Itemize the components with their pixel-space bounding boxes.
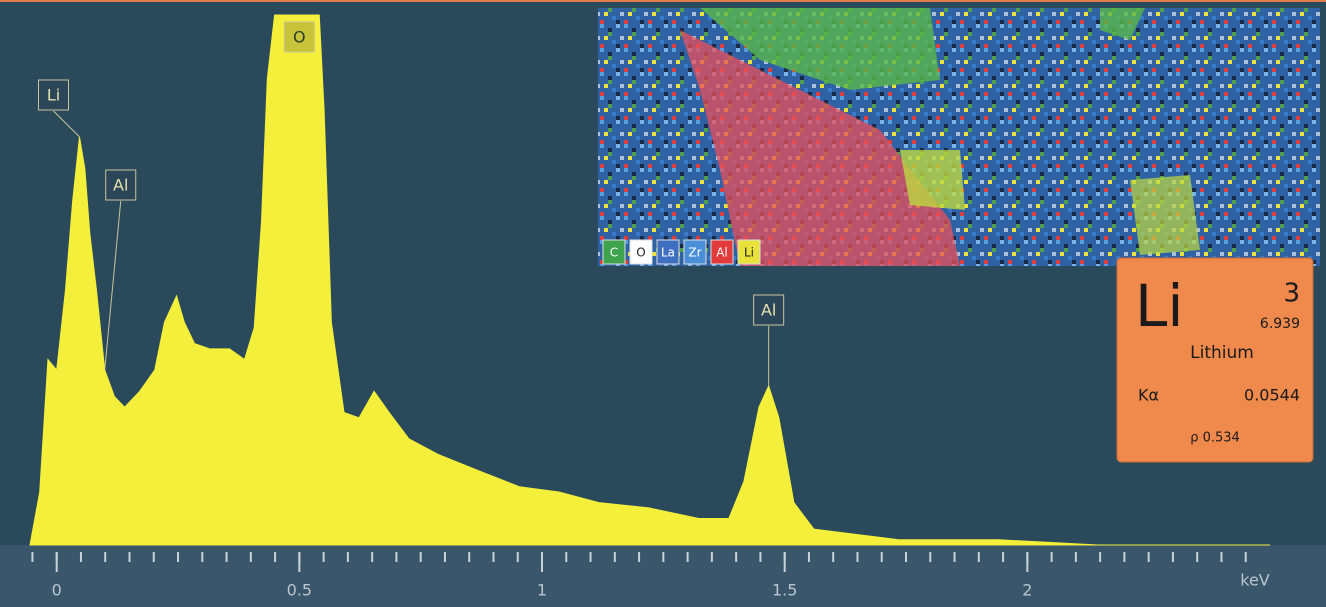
- annotation-label: Li: [47, 86, 60, 105]
- element-card: Li 3 6.939 Lithium Kα 0.0544 ρ 0.534: [1117, 258, 1313, 462]
- map-region: [1130, 175, 1200, 255]
- card-energy: 0.0544: [1244, 386, 1300, 405]
- map-region: [900, 150, 965, 210]
- x-tick-label: 1.5: [772, 581, 797, 600]
- card-name: Lithium: [1190, 343, 1254, 363]
- x-tick-label: 1: [537, 581, 547, 600]
- chart: C O La Zr Al Li Li 3 6.939 Lithium Kα 0.0544 …: [0, 0, 1326, 607]
- annotation-label: Al: [113, 176, 128, 195]
- legend-label: Li: [744, 246, 754, 260]
- annotation-label: Al: [761, 301, 776, 320]
- card-symbol: Li: [1135, 272, 1183, 340]
- x-tick-label: 2: [1022, 581, 1032, 600]
- card-line: Kα: [1138, 386, 1159, 405]
- legend-label: Zr: [688, 246, 701, 260]
- legend-label: O: [636, 246, 645, 260]
- card-mass: 6.939: [1260, 316, 1300, 332]
- card-density: ρ 0.534: [1190, 431, 1240, 446]
- annotation-label: O: [293, 28, 306, 47]
- legend-label: La: [661, 246, 675, 260]
- element-map: [598, 8, 1320, 266]
- x-tick-label: 0.5: [287, 581, 312, 600]
- legend-label: Al: [716, 246, 728, 260]
- card-number: 3: [1283, 279, 1300, 309]
- x-axis-label: keV: [1240, 571, 1270, 590]
- legend-label: C: [610, 246, 618, 260]
- x-tick-label: 0: [52, 581, 62, 600]
- page: C O La Zr Al Li Li 3 6.939 Lithium Kα 0.0544 …: [0, 0, 1326, 607]
